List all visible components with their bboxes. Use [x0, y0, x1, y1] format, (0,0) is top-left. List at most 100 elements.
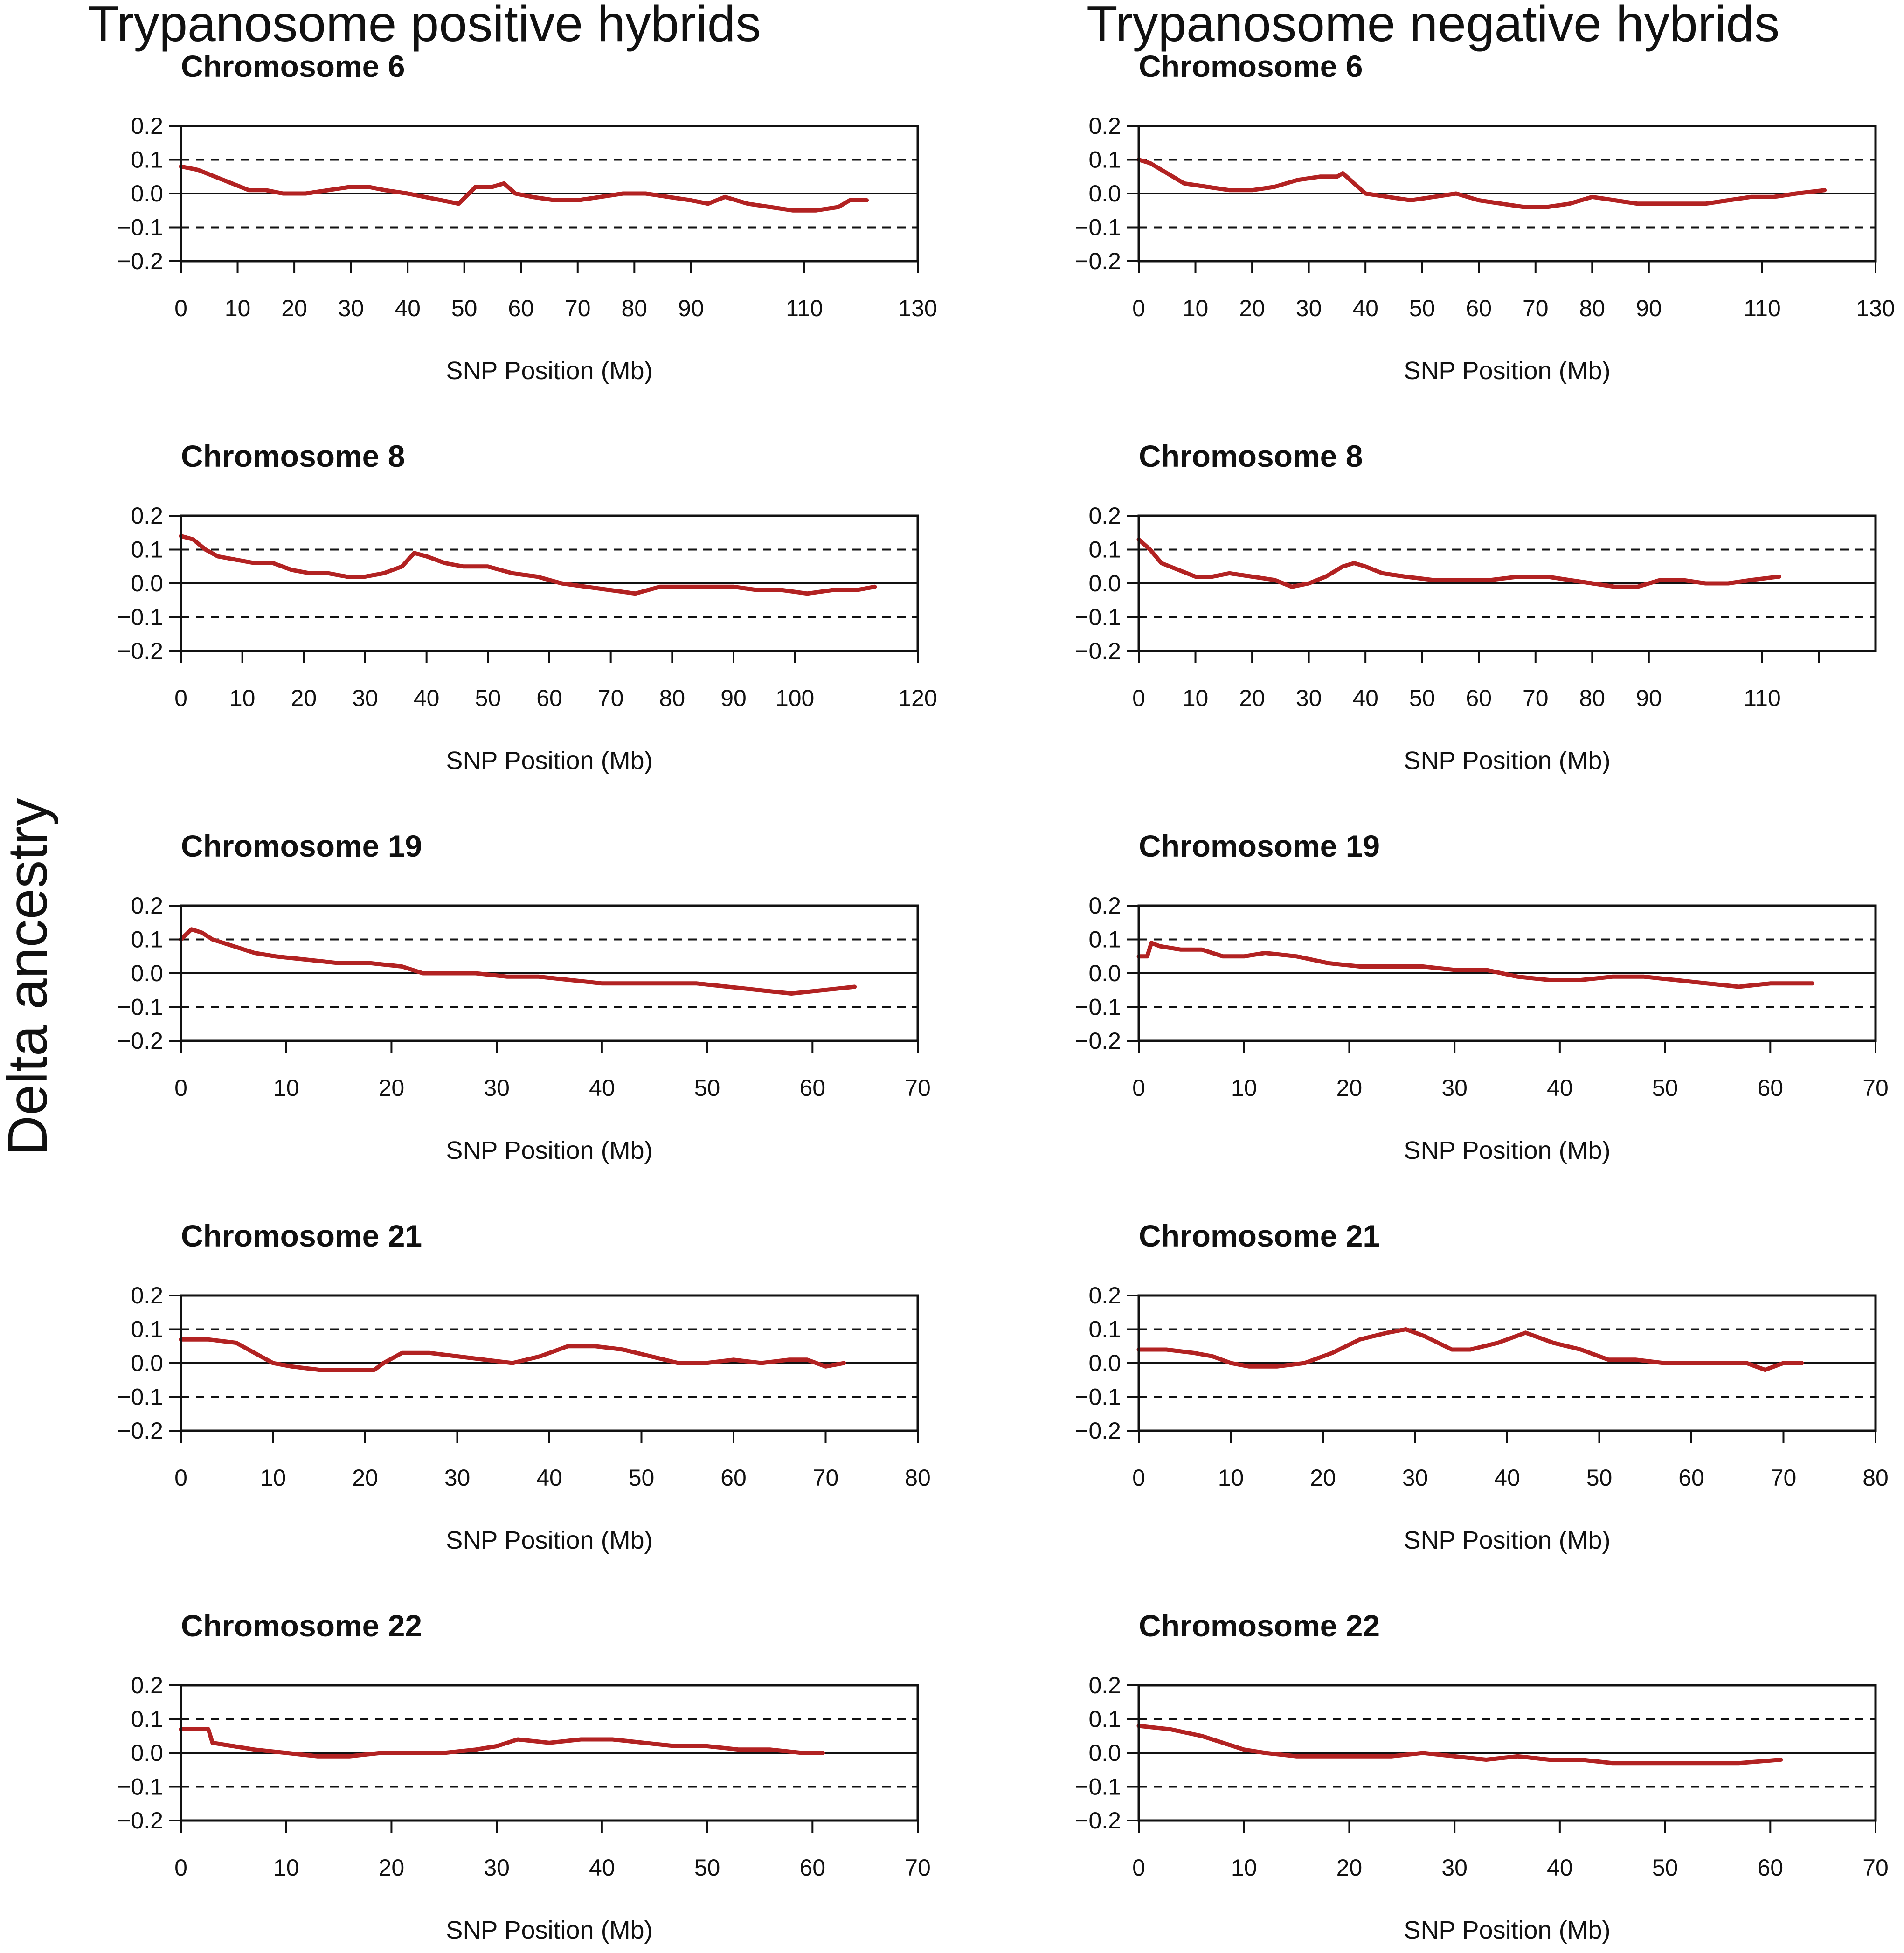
x-tick-label: 60 [1678, 1465, 1704, 1491]
x-tick-label: 30 [338, 295, 364, 321]
x-tick-label: 80 [1579, 685, 1605, 711]
x-tick-label: 90 [678, 295, 704, 321]
panel-negative-1: Chromosome 6 −0.2 −0.1 0.0 0.1 0.2 0 10 20 30 40 50… [1075, 49, 1895, 385]
panel-title: Chromosome 22 [1139, 1608, 1380, 1643]
y-tick-label: −0.2 [117, 1028, 163, 1054]
panel-title: Chromosome 19 [181, 829, 422, 863]
panel-title: Chromosome 21 [181, 1219, 422, 1253]
x-tick-label: 40 [589, 1855, 615, 1881]
x-tick-label: 110 [1744, 685, 1781, 711]
x-tick-label: 40 [395, 295, 421, 321]
y-tick-label: −0.2 [117, 248, 163, 274]
x-tick-label: 10 [1183, 685, 1209, 711]
x-tick-label: 60 [720, 1465, 747, 1491]
x-tick-label: 90 [720, 685, 747, 711]
y-tick-label: 0.0 [131, 570, 163, 596]
panel-title: Chromosome 22 [181, 1608, 422, 1643]
x-axis-label: SNP Position (Mb) [446, 357, 652, 385]
x-axis-label: SNP Position (Mb) [446, 1916, 652, 1944]
x-tick-label: 70 [1862, 1075, 1889, 1101]
x-tick-label: 30 [1441, 1855, 1468, 1881]
x-tick-label: 30 [484, 1855, 510, 1881]
x-tick-label: 50 [1409, 685, 1435, 711]
x-tick-label: 70 [1862, 1855, 1889, 1881]
x-tick-label: 60 [536, 685, 562, 711]
x-tick-label: 50 [694, 1855, 720, 1881]
x-tick-label: 80 [1579, 295, 1605, 321]
y-tick-label: −0.1 [117, 604, 163, 630]
x-tick-label: 0 [1132, 1855, 1145, 1881]
series-line-delta [1136, 158, 1827, 209]
x-tick-label: 40 [589, 1075, 615, 1101]
x-tick-label: 30 [484, 1075, 510, 1101]
column-title-negative: Trypanosome negative hybrids [1087, 0, 1779, 52]
x-tick-label: 60 [1466, 295, 1492, 321]
y-tick-label: 0.1 [1088, 927, 1121, 953]
x-tick-label: 70 [598, 685, 624, 711]
x-tick-label: 20 [1239, 685, 1265, 711]
y-tick-label: −0.2 [117, 638, 163, 664]
x-tick-label: 10 [1231, 1855, 1257, 1881]
x-tick-label: 30 [1296, 685, 1322, 711]
y-tick-label: 0.2 [1088, 113, 1121, 139]
y-tick-label: 0.2 [131, 893, 163, 919]
x-tick-label: 30 [444, 1465, 471, 1491]
x-tick-label: 20 [1239, 295, 1265, 321]
x-tick-label: 110 [1744, 295, 1781, 321]
x-tick-label: 30 [1296, 295, 1322, 321]
x-tick-label: 60 [799, 1075, 825, 1101]
x-tick-label: 70 [1523, 685, 1549, 711]
x-tick-label: 10 [1231, 1075, 1257, 1101]
panel-negative-4: Chromosome 21 −0.2 −0.1 0.0 0.1 0.2 0 10 20 30 40 5… [1075, 1219, 1889, 1554]
panel-positive-5: Chromosome 22 −0.2 −0.1 0.0 0.1 0.2 0 10 20 30 40 5… [117, 1608, 931, 1944]
y-tick-label: −0.1 [1075, 215, 1121, 241]
y-tick-label: 0.1 [131, 537, 163, 563]
x-tick-label: 50 [1652, 1075, 1678, 1101]
y-tick-label: −0.2 [117, 1808, 163, 1834]
x-tick-label: 10 [225, 295, 251, 321]
y-tick-label: −0.1 [1075, 604, 1121, 630]
y-tick-label: 0.2 [131, 503, 163, 529]
x-tick-label: 90 [1636, 295, 1662, 321]
y-tick-label: 0.1 [131, 1706, 163, 1732]
x-tick-label: 100 [775, 685, 814, 711]
x-tick-label: 10 [273, 1075, 299, 1101]
x-tick-label: 130 [898, 295, 937, 321]
x-tick-label: 80 [1862, 1465, 1889, 1491]
x-tick-label: 10 [260, 1465, 286, 1491]
y-tick-label: −0.1 [117, 1774, 163, 1800]
x-tick-label: 40 [1547, 1855, 1573, 1881]
x-tick-label: 80 [621, 295, 647, 321]
series-line-delta [1136, 537, 1781, 589]
series-line-delta [179, 1727, 825, 1759]
series-line-delta [1136, 1724, 1783, 1766]
y-tick-label: 0.1 [1088, 1316, 1121, 1343]
x-axis-label: SNP Position (Mb) [446, 1136, 652, 1164]
x-tick-label: 20 [379, 1855, 405, 1881]
x-tick-label: 60 [508, 295, 534, 321]
y-tick-label: −0.2 [1075, 248, 1121, 274]
y-tick-label: 0.0 [1088, 960, 1121, 986]
x-tick-label: 0 [174, 1075, 187, 1101]
y-tick-label: −0.1 [117, 215, 163, 241]
y-tick-label: 0.2 [131, 113, 163, 139]
x-tick-label: 40 [1352, 685, 1378, 711]
x-tick-label: 30 [352, 685, 378, 711]
y-tick-label: 0.0 [131, 180, 163, 207]
y-tick-label: 0.0 [1088, 1740, 1121, 1766]
x-tick-label: 80 [659, 685, 685, 711]
x-tick-label: 0 [174, 685, 187, 711]
series-line-delta [179, 927, 857, 996]
series-line-delta [179, 534, 877, 596]
y-tick-label: 0.2 [131, 1282, 163, 1309]
panel-negative-2: Chromosome 8 −0.2 −0.1 0.0 0.1 0.2 0 10 20 30 40 50… [1075, 439, 1877, 775]
y-tick-label: 0.1 [131, 147, 163, 173]
x-axis-label: SNP Position (Mb) [1404, 1916, 1610, 1944]
x-tick-label: 60 [1466, 685, 1492, 711]
x-tick-label: 0 [1132, 1075, 1145, 1101]
y-tick-label: −0.2 [1075, 638, 1121, 664]
y-tick-label: 0.1 [1088, 537, 1121, 563]
x-tick-label: 70 [813, 1465, 839, 1491]
x-tick-label: 90 [1636, 685, 1662, 711]
x-tick-label: 70 [565, 295, 591, 321]
